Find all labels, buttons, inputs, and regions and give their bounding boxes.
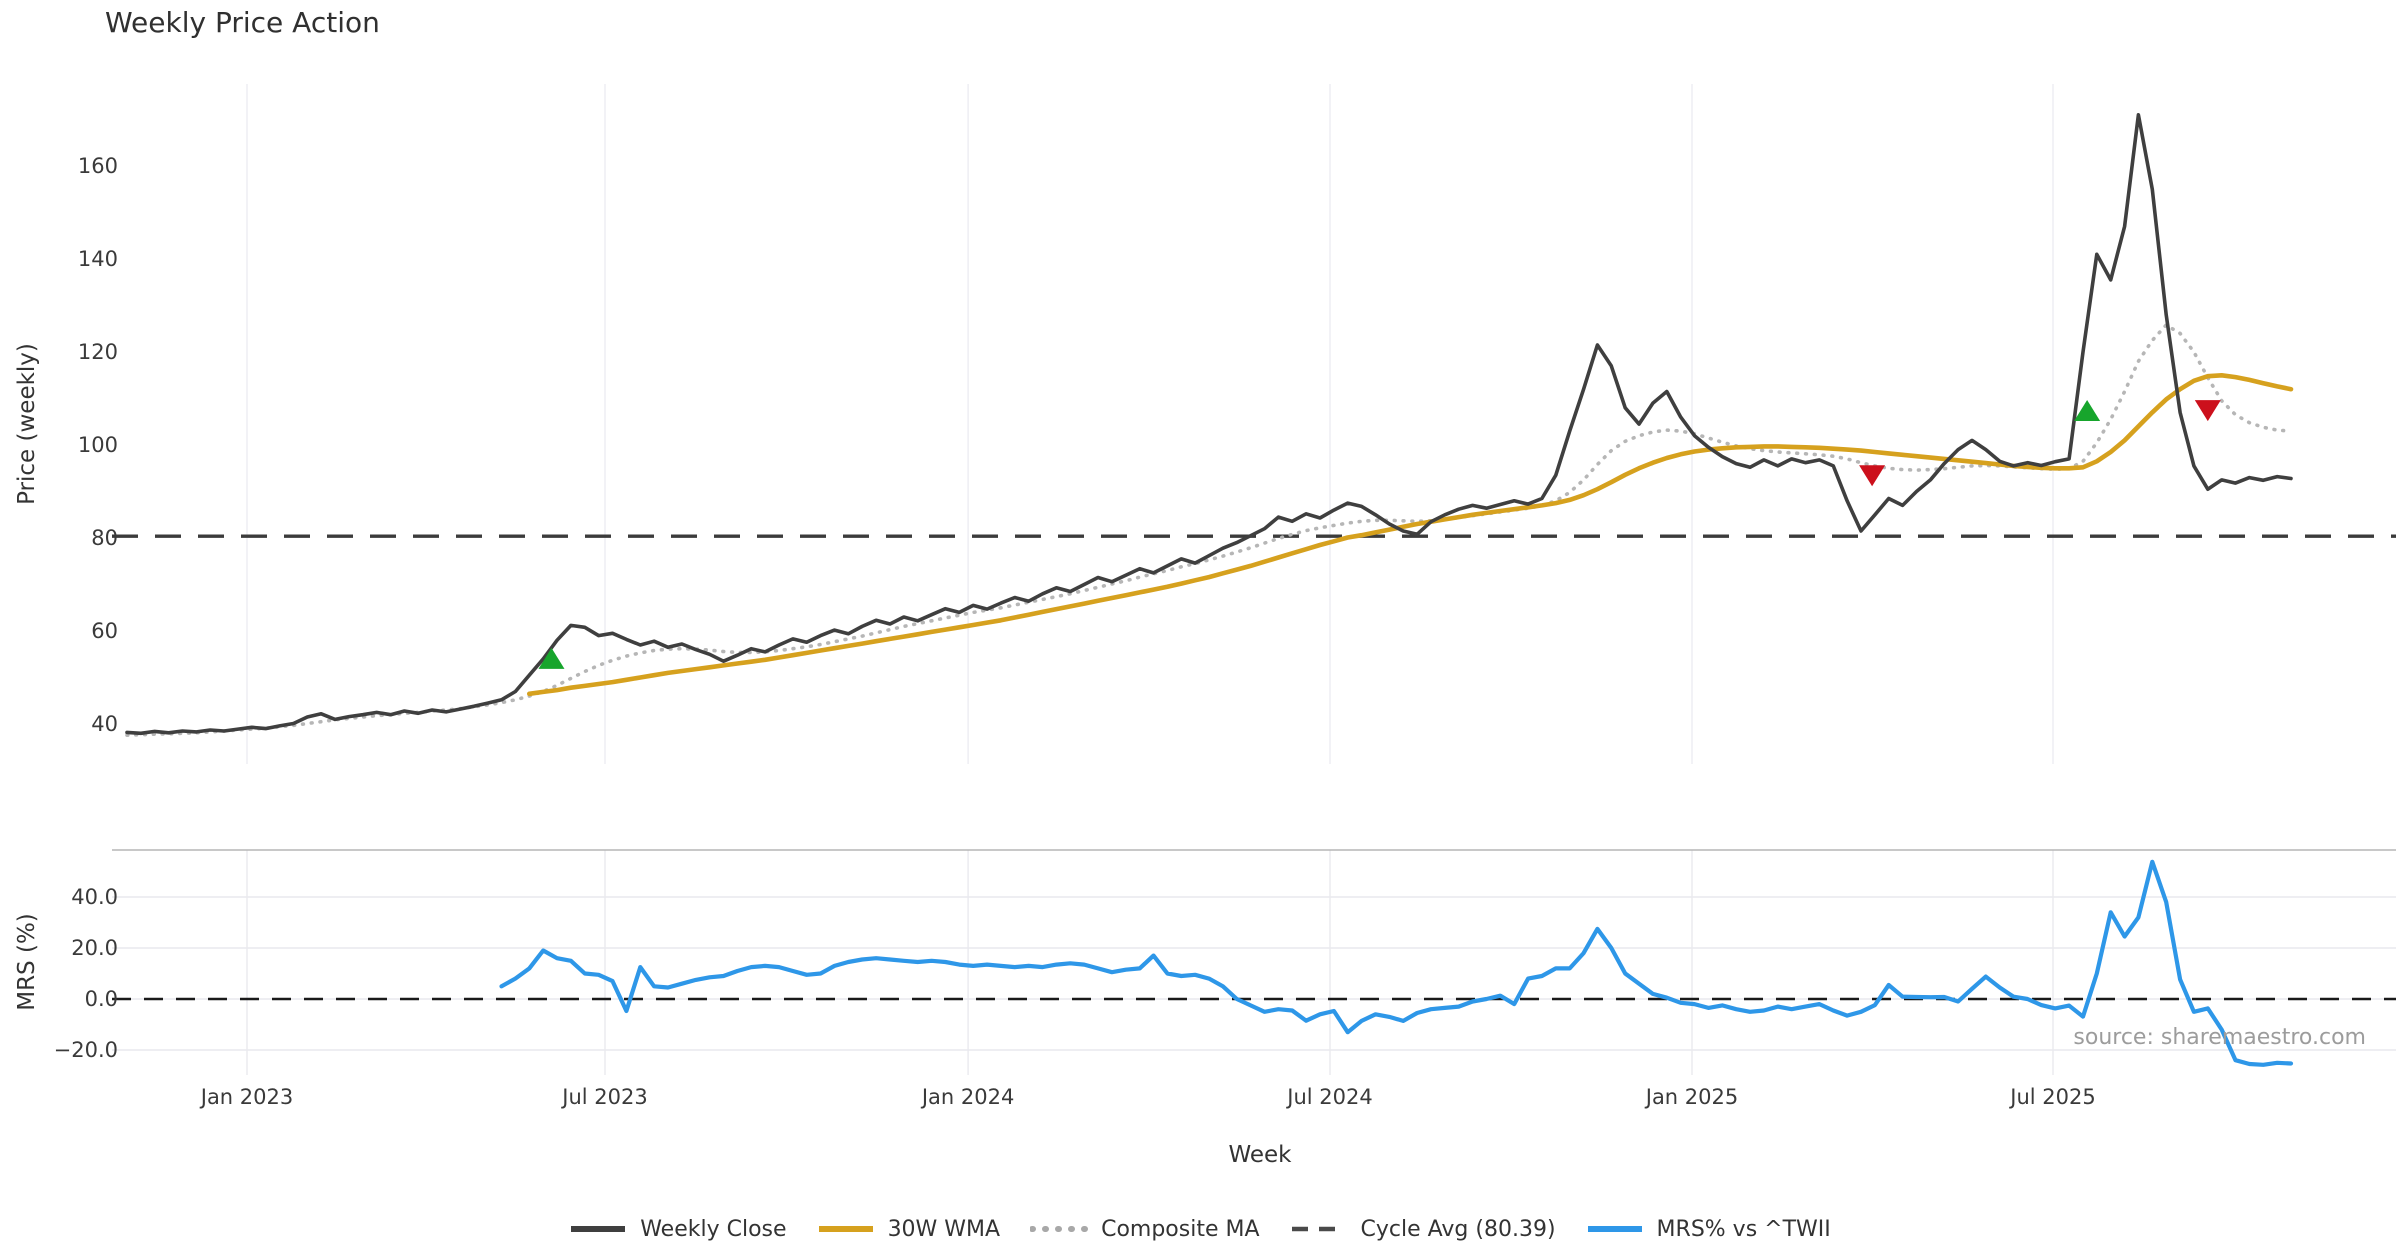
mrs-line [499, 859, 2294, 1067]
legend-swatch-solid [571, 1226, 626, 1232]
legend-label: MRS% vs ^TWII [1656, 1216, 1831, 1242]
legend-label: Weekly Close [640, 1216, 787, 1242]
buy-signal-marker [538, 647, 565, 669]
x-tick-label: Jul 2025 [2008, 1085, 2095, 1109]
series-lines [112, 113, 2396, 1067]
price-y-tick-label: 100 [78, 433, 118, 457]
legend-item-4: MRS% vs ^TWII [1586, 1217, 1831, 1242]
x-tick-label: Jul 2024 [1285, 1085, 1372, 1109]
legend-label: Composite MA [1101, 1216, 1260, 1242]
price-y-axis-label: Price (weekly) [14, 343, 40, 505]
sell-signal-marker [2194, 400, 2221, 422]
legend-item-3: Cycle Avg (80.39) [1290, 1217, 1556, 1242]
axis-tick-labels: Jan 2023 Jul 2023 Jan 2024 Jul 2024 Jan 2025… [54, 154, 2096, 1109]
price-y-tick-label: 140 [78, 247, 118, 271]
legend-item-2: Composite MA [1030, 1216, 1260, 1242]
signal-markers [538, 400, 2221, 669]
x-tick-label: Jan 2024 [920, 1085, 1015, 1109]
x-axis-label: Week [1228, 1142, 1292, 1168]
chart-legend: Weekly Close 30W WMA Composite MA Cycle Avg… [0, 1203, 2400, 1255]
x-tick-label: Jan 2025 [1644, 1085, 1739, 1109]
legend-swatch-solid [818, 1226, 873, 1232]
mrs-y-axis-label: MRS (%) [14, 913, 40, 1011]
legend-label: 30W WMA [887, 1216, 1001, 1242]
gridlines [112, 84, 2396, 1075]
source-watermark: source: sharemaestro.com [2073, 1025, 2366, 1050]
x-tick-label: Jul 2023 [560, 1085, 647, 1109]
legend-item-1: 30W WMA [817, 1216, 1001, 1242]
legend-swatch-dashed [1291, 1226, 1346, 1232]
mrs-y-tick-label: −20.0 [54, 1038, 118, 1062]
price-y-tick-label: 60 [91, 619, 118, 643]
buy-signal-marker [2074, 400, 2101, 422]
mrs-y-tick-label: 0.0 [85, 987, 118, 1011]
x-tick-label: Jan 2023 [199, 1085, 294, 1109]
legend-label: Cycle Avg (80.39) [1360, 1216, 1556, 1242]
legend-item-0: Weekly Close [569, 1216, 787, 1242]
price-y-tick-label: 120 [78, 340, 118, 364]
weekly-close-line [125, 113, 2293, 736]
price-y-tick-label: 160 [78, 154, 118, 178]
legend-swatch-dotted [1030, 1226, 1089, 1232]
price-y-tick-label: 80 [91, 526, 118, 550]
price-y-tick-label: 40 [91, 712, 118, 736]
mrs-y-tick-label: 20.0 [71, 936, 118, 960]
sell-signal-marker [1859, 465, 1886, 487]
composite-ma-line [125, 322, 2293, 737]
wma-line [527, 373, 2294, 697]
legend-swatch-solid [1587, 1226, 1642, 1232]
chart-title: Weekly Price Action [105, 6, 380, 39]
mrs-y-tick-label: 40.0 [71, 885, 118, 909]
